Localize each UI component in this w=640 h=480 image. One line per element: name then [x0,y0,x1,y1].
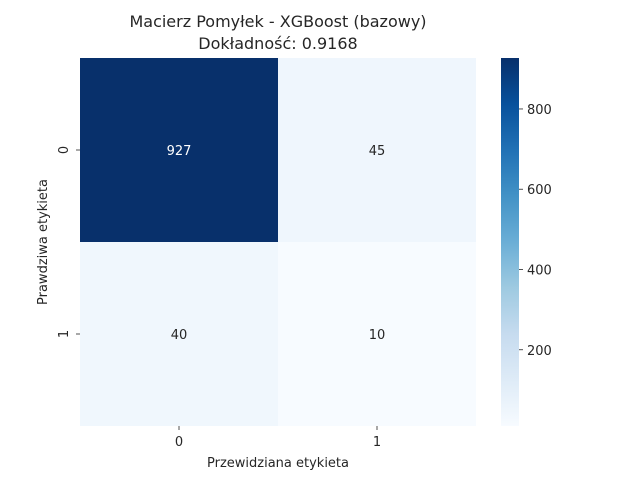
heatmap-cell-1-1 [278,242,476,426]
x-axis-label: Przewidziana etykieta [207,456,349,471]
colorbar-ticks: 200 400 600 800 [519,103,552,359]
y-tick-label-1: 1 [57,330,72,338]
colorbar-tick-label-0: 200 [527,344,552,359]
heatmap-cell-0-0 [80,58,278,242]
cell-value-0-1: 45 [369,144,386,159]
heatmap-cells: 927 45 40 10 [80,58,476,426]
colorbar [501,58,519,426]
heatmap-cell-1-0 [80,242,278,426]
x-tick-label-1: 1 [373,435,381,450]
colorbar-tick-label-2: 600 [527,183,552,198]
heatmap-cell-0-1 [278,58,476,242]
colorbar-tick-label-3: 800 [527,103,552,118]
cell-value-1-0: 40 [171,328,188,343]
y-axis-ticks: 01 [57,146,80,338]
cell-value-0-0: 927 [167,144,192,159]
y-tick-label-0: 0 [57,146,72,154]
chart-title: Macierz Pomyłek - XGBoost (bazowy) [129,12,426,31]
x-tick-label-0: 0 [175,435,183,450]
y-axis-label: Prawdziwa etykieta [36,179,51,305]
colorbar-tick-label-1: 400 [527,263,552,278]
chart-subtitle: Dokładność: 0.9168 [198,34,357,53]
cell-value-1-1: 10 [369,328,386,343]
